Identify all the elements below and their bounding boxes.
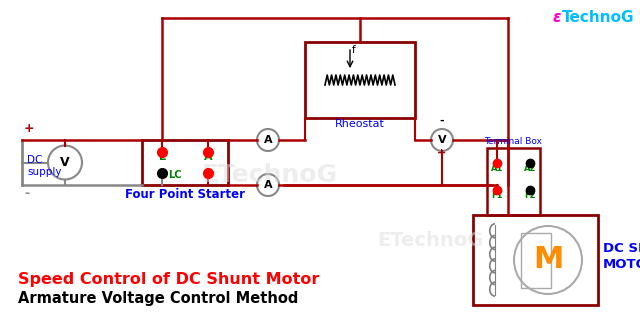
Text: A2: A2 — [524, 164, 536, 173]
Text: +: + — [437, 148, 447, 158]
Text: MOTOR: MOTOR — [603, 258, 640, 271]
Bar — [521, 232, 551, 288]
Text: DC SHUNT: DC SHUNT — [603, 242, 640, 255]
Text: F1: F1 — [492, 191, 503, 200]
Text: V: V — [60, 156, 70, 169]
Bar — [142, 140, 228, 185]
Text: Armature Voltage Control Method: Armature Voltage Control Method — [18, 291, 298, 306]
Text: -: - — [440, 116, 444, 126]
Text: A: A — [204, 152, 212, 162]
Text: L: L — [159, 152, 166, 162]
Bar — [487, 148, 540, 215]
Text: A: A — [264, 180, 272, 190]
Text: A1: A1 — [491, 164, 503, 173]
Text: Rheostat: Rheostat — [335, 119, 385, 129]
Text: LC: LC — [168, 170, 182, 180]
Text: A: A — [264, 135, 272, 145]
Text: F2: F2 — [524, 191, 536, 200]
Text: ε: ε — [553, 10, 561, 25]
Text: +: + — [24, 122, 35, 135]
Bar — [305, 42, 415, 118]
Bar — [473, 215, 598, 305]
Text: F: F — [204, 170, 212, 180]
Text: Four Point Starter: Four Point Starter — [125, 188, 245, 201]
Text: DC
supply: DC supply — [27, 155, 61, 177]
Text: Speed Control of DC Shunt Motor: Speed Control of DC Shunt Motor — [18, 272, 319, 287]
Text: TechnoG: TechnoG — [562, 10, 634, 25]
Text: V: V — [438, 135, 446, 145]
Text: M: M — [533, 245, 563, 274]
Text: ETechnoG: ETechnoG — [202, 163, 338, 187]
Text: -: - — [24, 187, 29, 200]
Text: Terminal Box: Terminal Box — [484, 137, 543, 146]
Text: f: f — [352, 45, 356, 55]
Text: ETechnoG: ETechnoG — [377, 230, 483, 249]
